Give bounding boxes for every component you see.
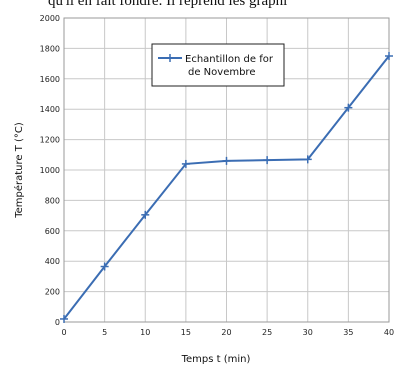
x-tick-label-20: 20 <box>221 328 231 337</box>
data-point-4 <box>222 156 231 165</box>
chart-axes <box>63 17 390 323</box>
plot-frame <box>63 17 390 323</box>
legend-entry-line-1: de Novembre <box>188 67 255 78</box>
y-tick-label-1000: 1000 <box>40 166 60 175</box>
y-axis-label: Température T (°C) <box>13 122 25 219</box>
data-point-5 <box>263 156 272 165</box>
legend-entry-text: Echantillon de for de Novembre <box>185 54 274 78</box>
y-tick-label-400: 400 <box>45 257 60 266</box>
data-point-1 <box>100 262 109 271</box>
legend-box <box>151 43 285 87</box>
y-tick-label-1600: 1600 <box>40 75 60 84</box>
chart-tick-labels: 0 200 400 600 800 1000 1200 1400 1600 1800 2000 0 5 1… <box>40 14 394 337</box>
y-tick-label-1200: 1200 <box>40 136 60 145</box>
legend-entry-line-0: Echantillon de for <box>185 54 274 65</box>
caption-text: qu'il en fait fondre. Il reprend les gra… <box>48 0 288 9</box>
y-tick-label-0: 0 <box>55 318 60 327</box>
y-tick-label-2000: 2000 <box>40 14 60 23</box>
y-tick-label-200: 200 <box>45 288 60 297</box>
x-tick-label-35: 35 <box>343 328 353 337</box>
chart-legend: Echantillon de for de Novembre <box>151 43 285 87</box>
data-point-6 <box>303 155 312 164</box>
x-tick-label-15: 15 <box>181 328 191 337</box>
data-point-8 <box>385 52 393 60</box>
x-tick-label-5: 5 <box>102 328 107 337</box>
data-point-0 <box>60 314 68 323</box>
x-tick-label-40: 40 <box>384 328 394 337</box>
y-tick-label-800: 800 <box>45 196 60 205</box>
x-tick-label-30: 30 <box>303 328 313 337</box>
x-tick-label-25: 25 <box>262 328 272 337</box>
data-point-7 <box>344 103 353 112</box>
x-axis-label: Temps t (min) <box>181 354 251 365</box>
chart-series <box>60 52 393 323</box>
y-tick-label-1400: 1400 <box>40 105 60 114</box>
x-tick-label-10: 10 <box>140 328 150 337</box>
x-tick-label-0: 0 <box>61 328 66 337</box>
data-point-3 <box>181 159 190 168</box>
y-tick-label-600: 600 <box>45 227 60 236</box>
y-tick-label-1800: 1800 <box>40 44 60 53</box>
data-point-2 <box>141 210 150 219</box>
